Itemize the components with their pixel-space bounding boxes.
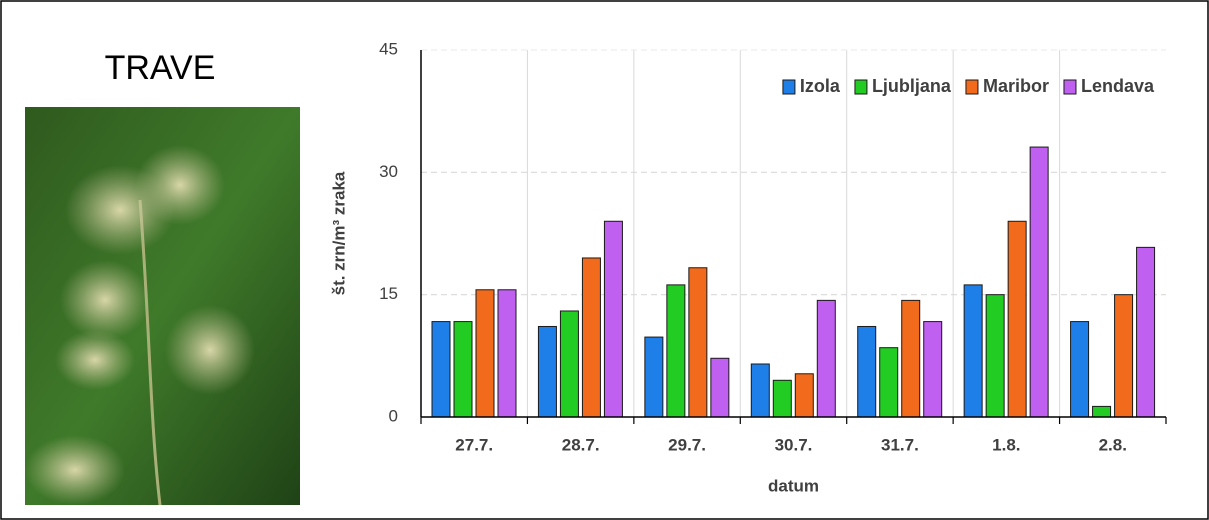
bar (923, 321, 943, 418)
y-tick-label: 0 (389, 406, 398, 425)
bar (1092, 405, 1112, 418)
chart-title: TRAVE (105, 49, 216, 87)
bar (901, 299, 921, 418)
bar (666, 284, 686, 418)
legend-label: Maribor (983, 76, 1049, 96)
bar (497, 289, 517, 418)
bar (772, 379, 792, 418)
bar (857, 325, 877, 418)
bar (431, 321, 451, 418)
y-tick-label: 45 (379, 39, 398, 58)
bar (816, 299, 836, 418)
y-tick-label: 15 (379, 284, 398, 303)
x-tick-label: 29.7. (668, 435, 706, 454)
bar (1114, 294, 1134, 418)
x-tick-label: 2.8. (1099, 435, 1127, 454)
bar (581, 257, 601, 418)
legend-swatch (782, 79, 796, 95)
bar (963, 284, 983, 418)
bar (644, 336, 664, 418)
bar (1136, 246, 1156, 418)
y-axis-title: št. zrn/m³ zraka (329, 171, 348, 295)
bar (475, 289, 495, 418)
bar (559, 310, 579, 418)
bar (1007, 220, 1027, 418)
legend-label: Ljubljana (872, 76, 952, 96)
plot: 0 15 30 45 27.7. 28.7. 29.7. 30.7. 31.7. 1.8. 2.8.… (329, 39, 1167, 495)
bar (688, 267, 708, 418)
bar (1070, 321, 1090, 418)
bar (537, 325, 557, 418)
legend-swatch (1063, 79, 1077, 95)
bar (603, 220, 623, 418)
y-tick-label: 30 (379, 162, 398, 181)
x-tick-label: 31.7. (881, 435, 919, 454)
legend-label: Lendava (1081, 76, 1155, 96)
bar (985, 294, 1005, 418)
bar (750, 363, 770, 418)
bar (453, 321, 473, 418)
bar (1029, 146, 1049, 418)
x-tick-label: 1.8. (992, 435, 1020, 454)
bar (794, 373, 814, 418)
x-axis-title: datum (768, 476, 819, 495)
bar (710, 357, 730, 418)
legend-swatch (854, 79, 868, 95)
x-tick-label: 30.7. (775, 435, 813, 454)
bar (879, 347, 899, 418)
x-tick-label: 28.7. (562, 435, 600, 454)
x-tick-label: 27.7. (455, 435, 493, 454)
legend-swatch (965, 79, 979, 95)
photo (25, 107, 300, 506)
legend-label: Izola (800, 76, 841, 96)
